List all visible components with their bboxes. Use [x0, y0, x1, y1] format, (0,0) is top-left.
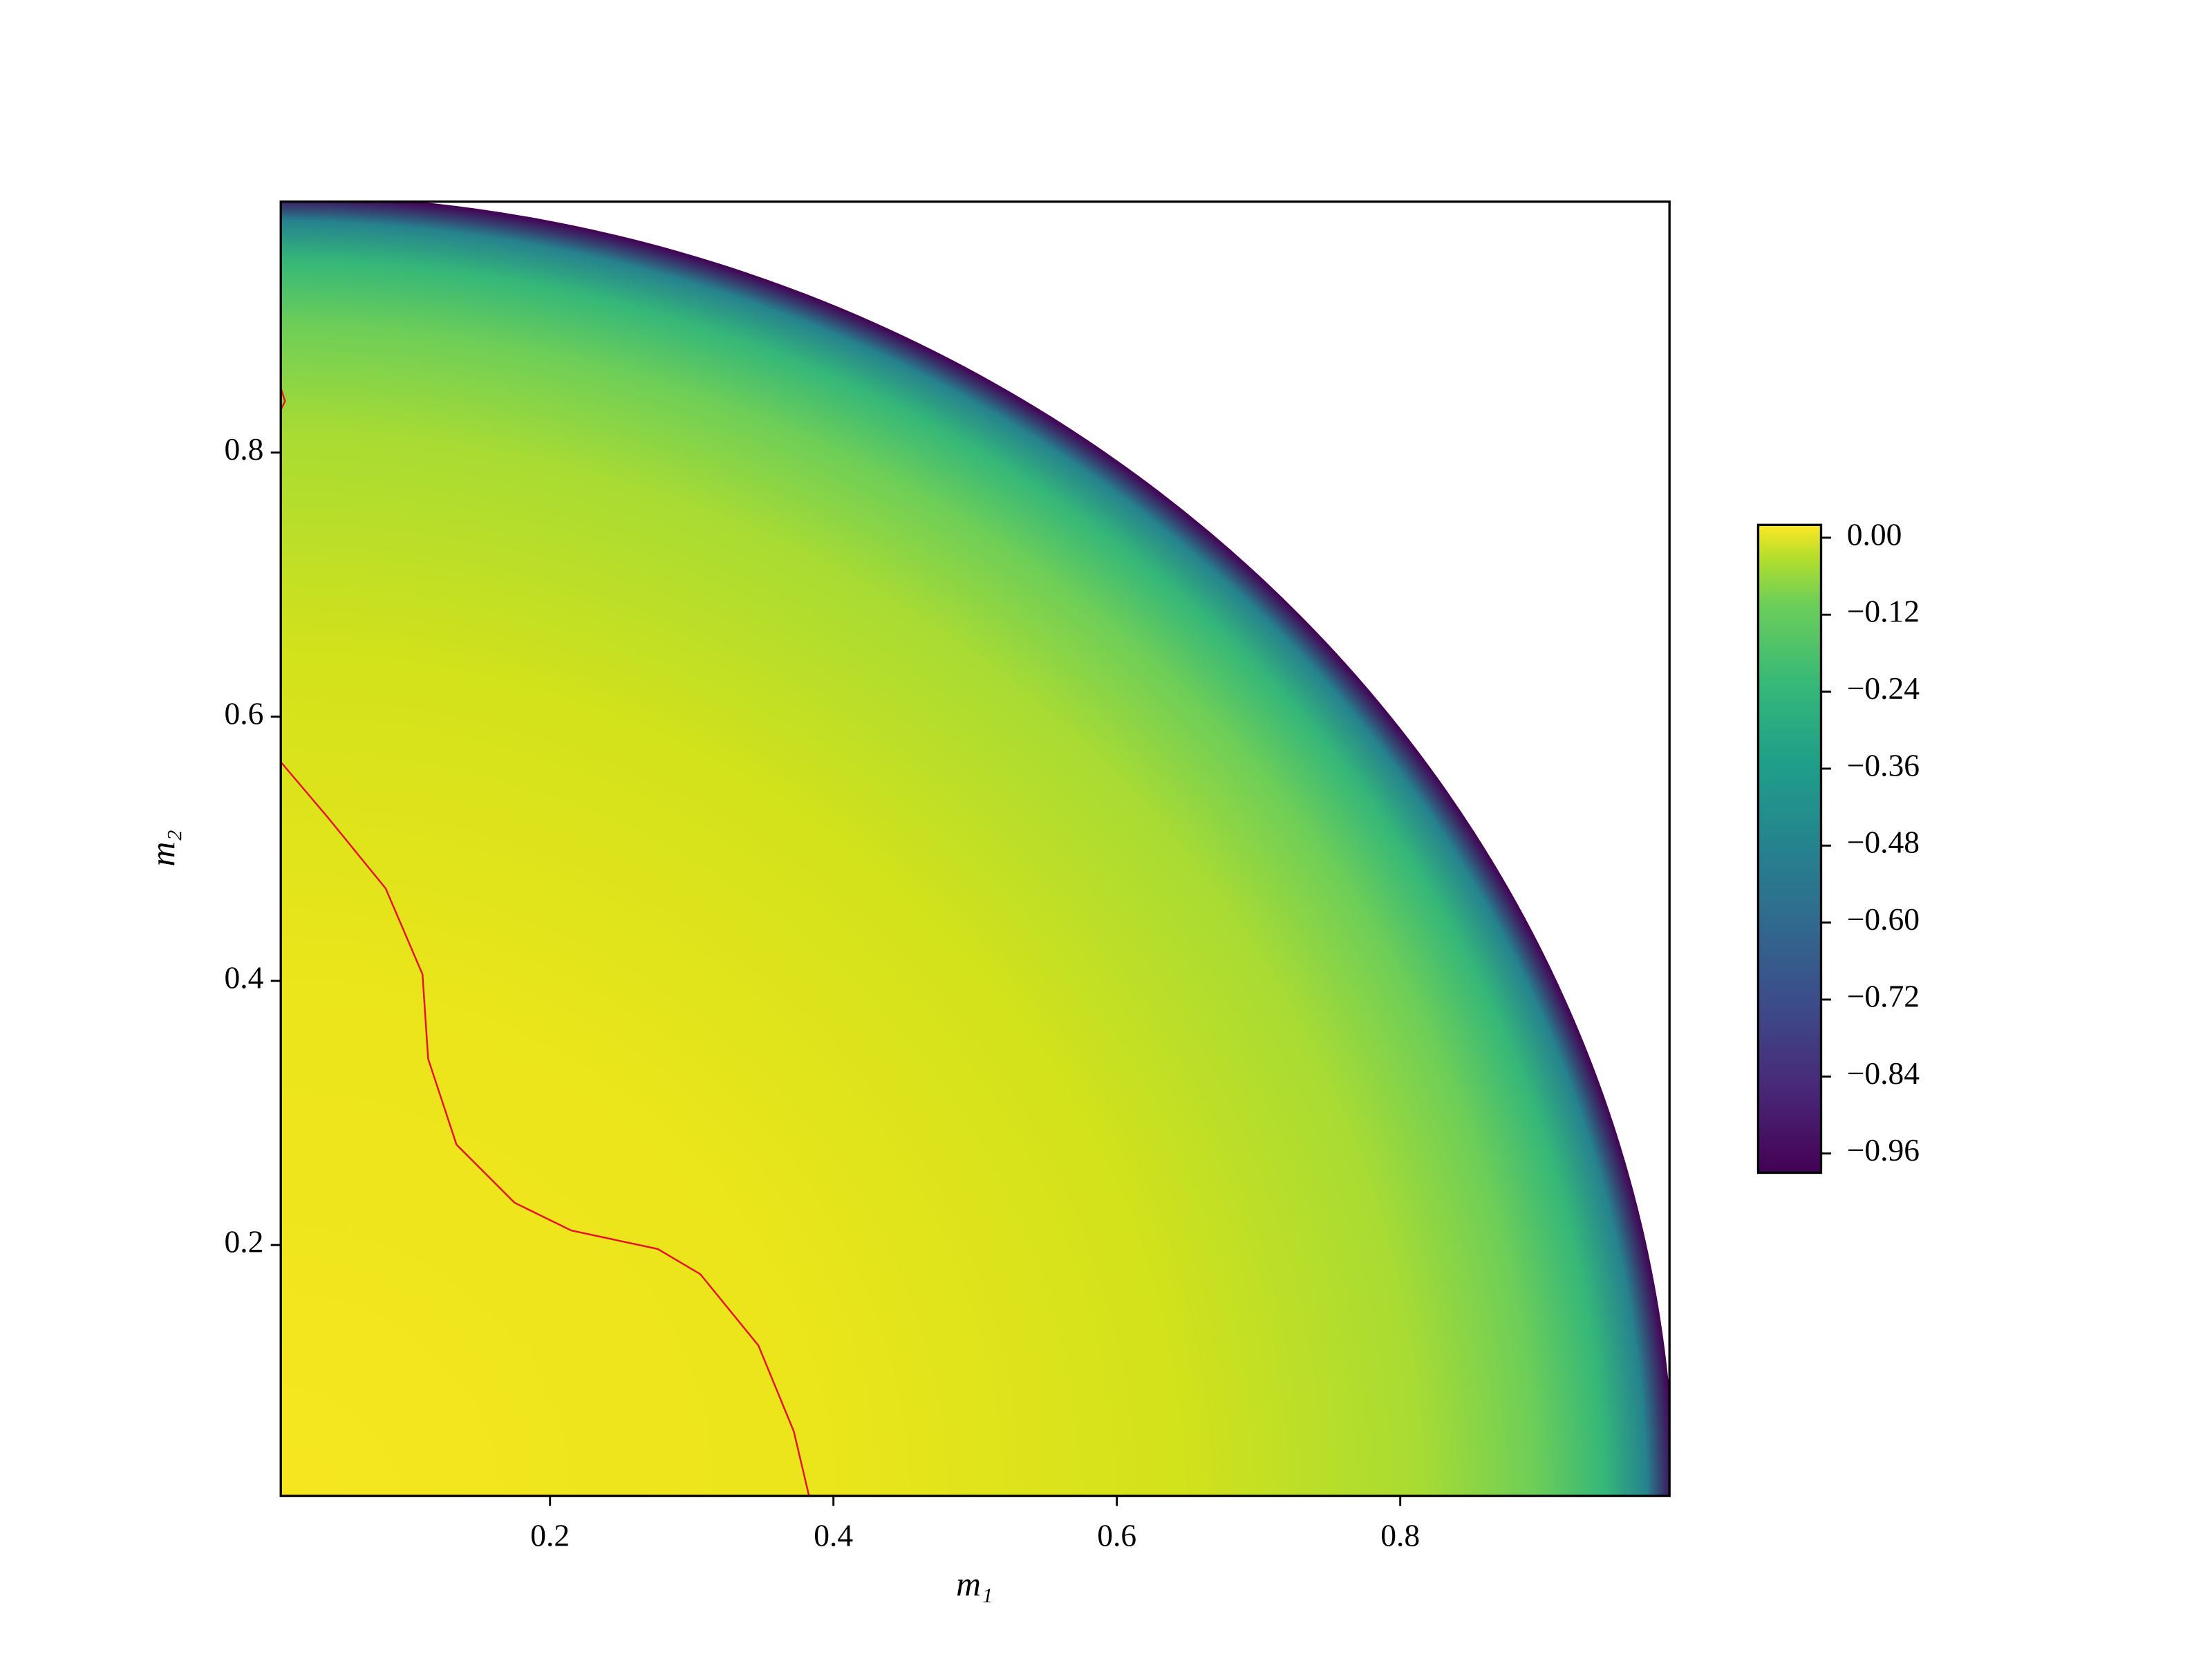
colorbar-tick-label: −0.72 — [1847, 978, 1920, 1013]
plot-area — [281, 201, 1670, 1497]
x-tick-label: 0.2 — [530, 1518, 570, 1553]
colorbar-tick-label: −0.60 — [1847, 901, 1920, 937]
x-axis-label: m₁ — [956, 1565, 993, 1603]
colorbar-tick-label: −0.24 — [1847, 671, 1920, 706]
colorbar-tick-label: −0.84 — [1847, 1056, 1920, 1091]
colorbar-tick-label: −0.96 — [1847, 1132, 1920, 1168]
colorbar-tick-label: −0.36 — [1847, 747, 1920, 782]
x-tick-label: 0.6 — [1097, 1518, 1136, 1553]
contour-line — [281, 760, 810, 1497]
y-tick-label: 0.6 — [225, 695, 264, 731]
y-tick-label: 0.8 — [225, 431, 264, 467]
colorbar-tick-label: 0.00 — [1847, 516, 1902, 552]
y-axis-label: m₂ — [144, 830, 182, 866]
axes-frame — [279, 200, 1671, 1497]
filled-contours — [281, 201, 1670, 1497]
x-tick-label: 0.8 — [1380, 1518, 1420, 1553]
x-tick-label: 0.4 — [814, 1518, 853, 1553]
colorbar — [1756, 523, 1823, 1174]
y-tick-label: 0.2 — [225, 1224, 264, 1259]
colorbar-tick-label: −0.48 — [1847, 825, 1920, 860]
colorbar-tick-label: −0.12 — [1847, 594, 1920, 629]
y-tick-label: 0.4 — [225, 959, 264, 995]
